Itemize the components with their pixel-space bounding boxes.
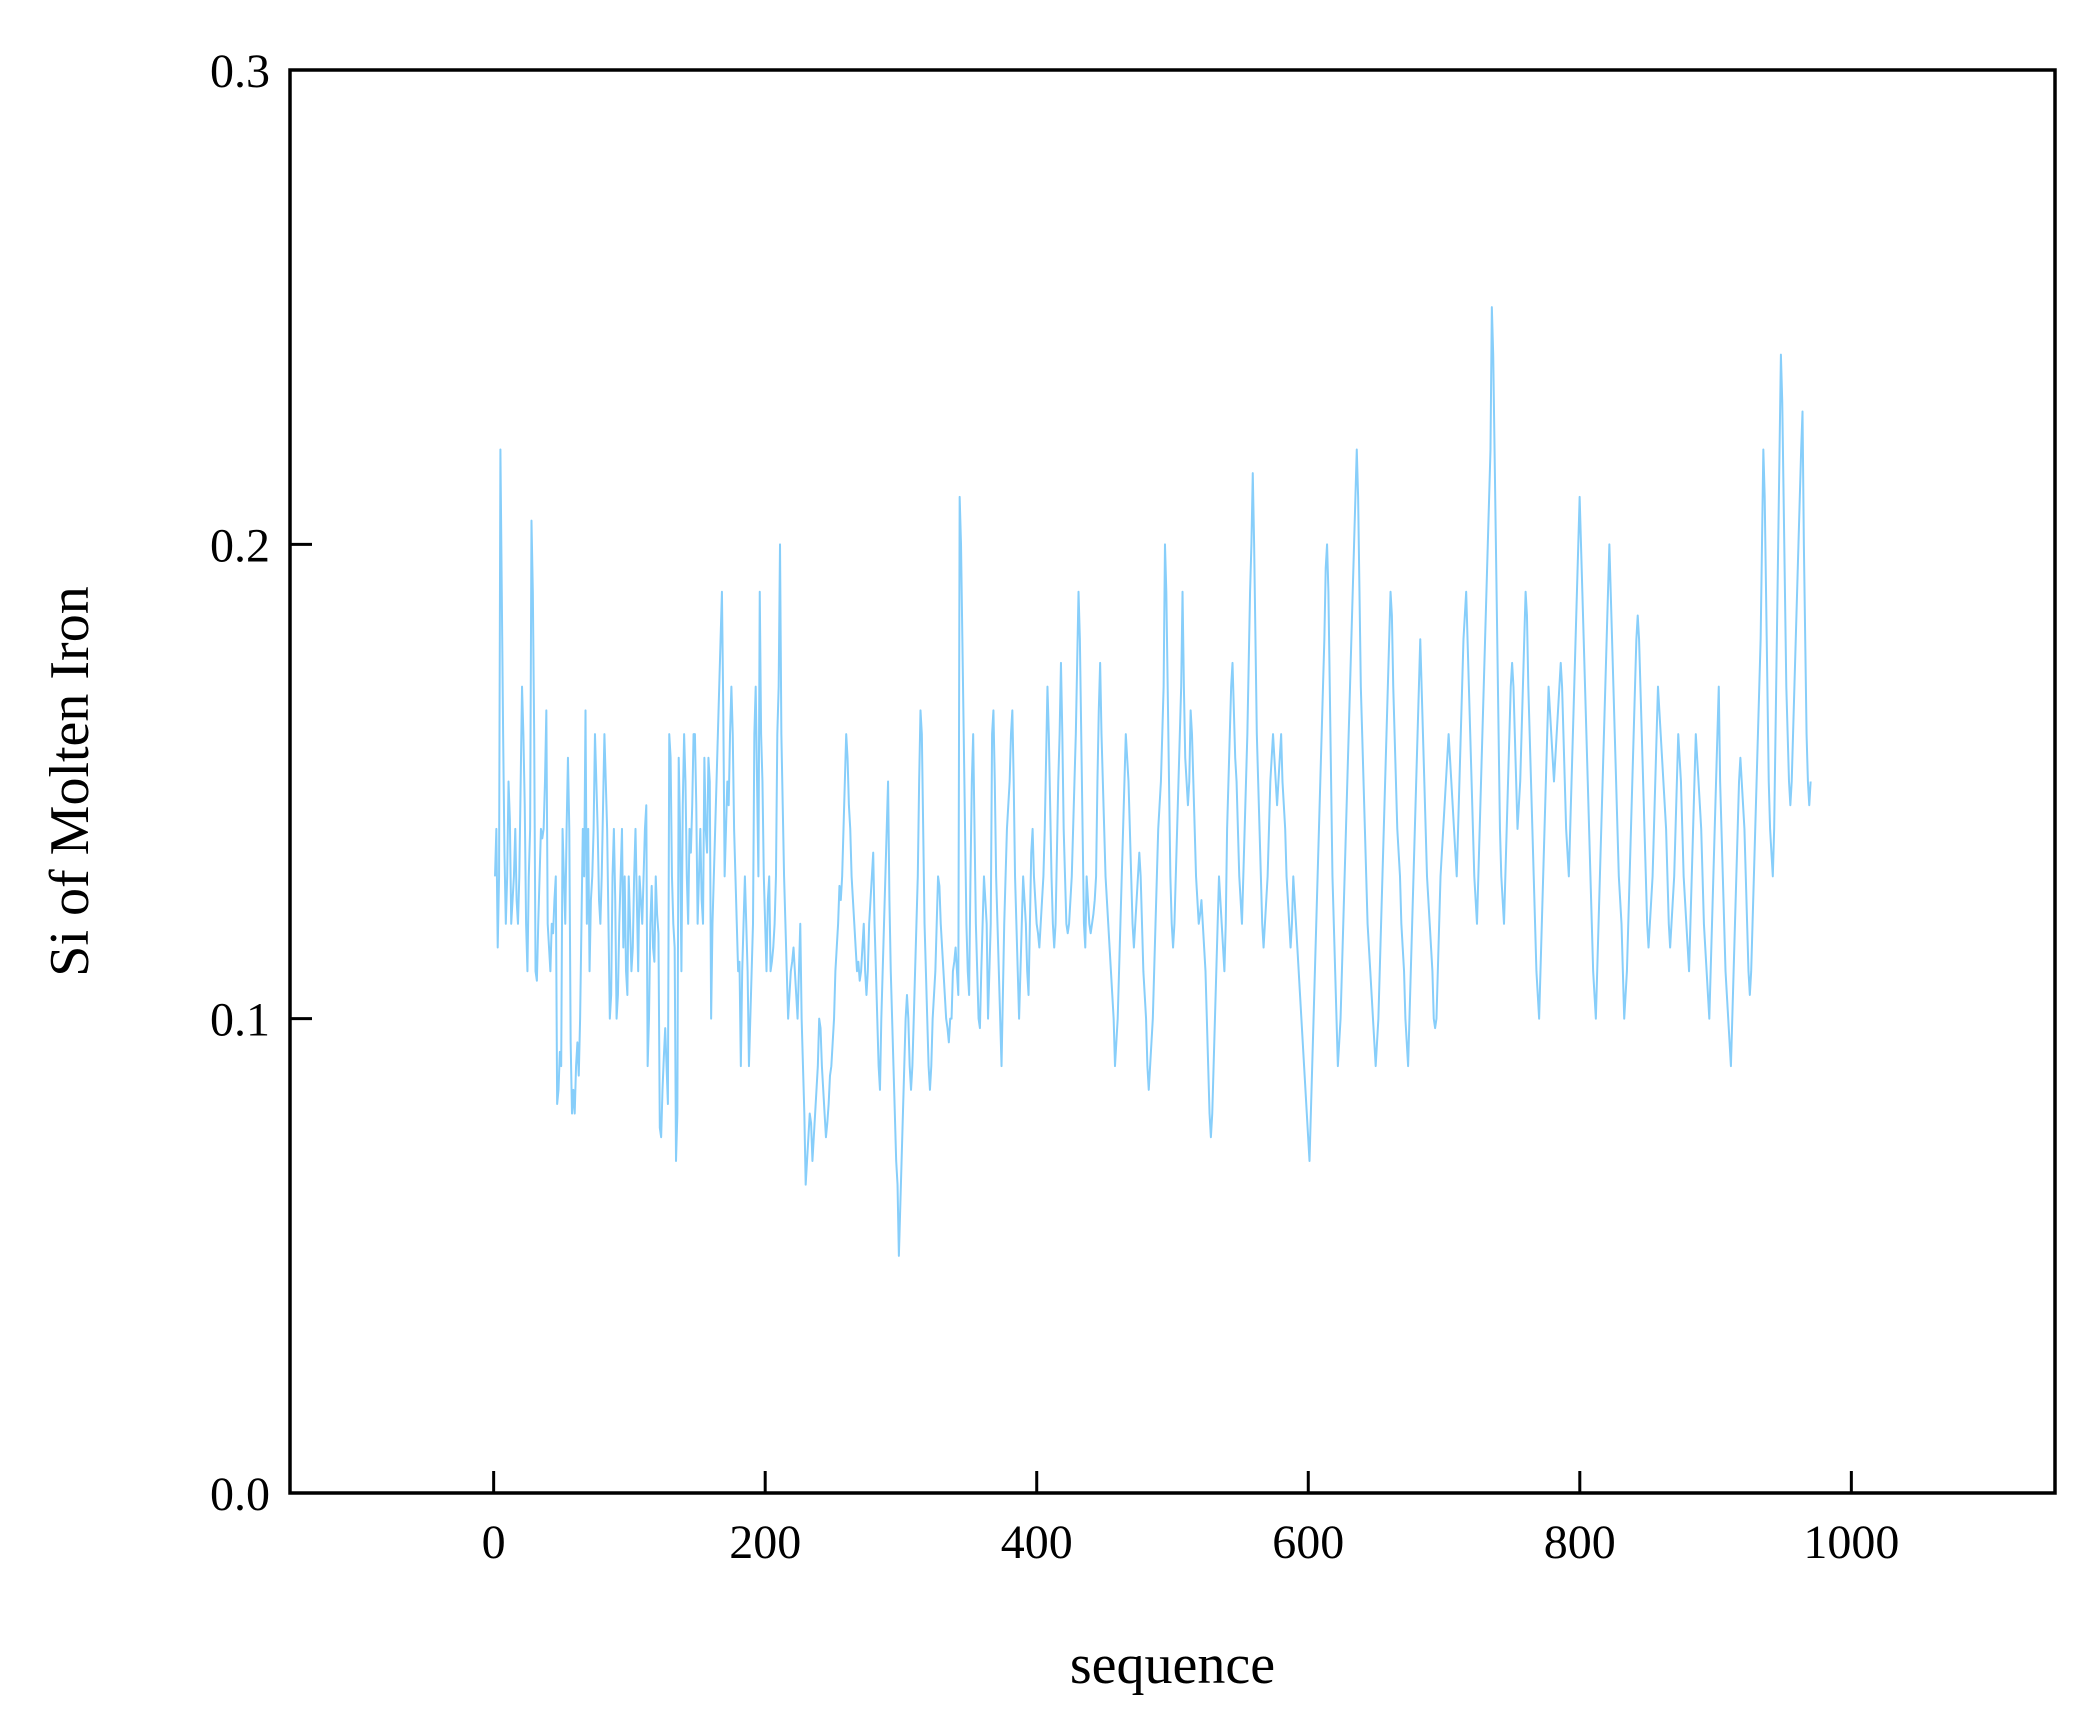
y-tick-label: 0.3	[210, 45, 270, 98]
x-tick-label: 1000	[1803, 1516, 1899, 1569]
axis-layer: 0 200 400 600 800 1000 0.0 0.1 0.2 0.3	[210, 45, 1899, 1569]
x-tick-label: 400	[1001, 1516, 1073, 1569]
series-line-0	[494, 306, 1812, 1257]
x-tick-label: 600	[1272, 1516, 1344, 1569]
x-tick-label: 200	[729, 1516, 801, 1569]
x-axis-label: sequence	[1070, 1634, 1275, 1696]
y-tick-label: 0.1	[210, 994, 270, 1047]
x-tick-label: 0	[482, 1516, 506, 1569]
x-tick-label: 800	[1544, 1516, 1616, 1569]
plot-area-frame	[288, 68, 2057, 1495]
y-axis-label: Si of Molten Iron	[39, 586, 101, 976]
y-tick-label: 0.2	[210, 519, 270, 572]
y-tick-label: 0.0	[210, 1468, 270, 1521]
series-layer	[494, 306, 1812, 1257]
